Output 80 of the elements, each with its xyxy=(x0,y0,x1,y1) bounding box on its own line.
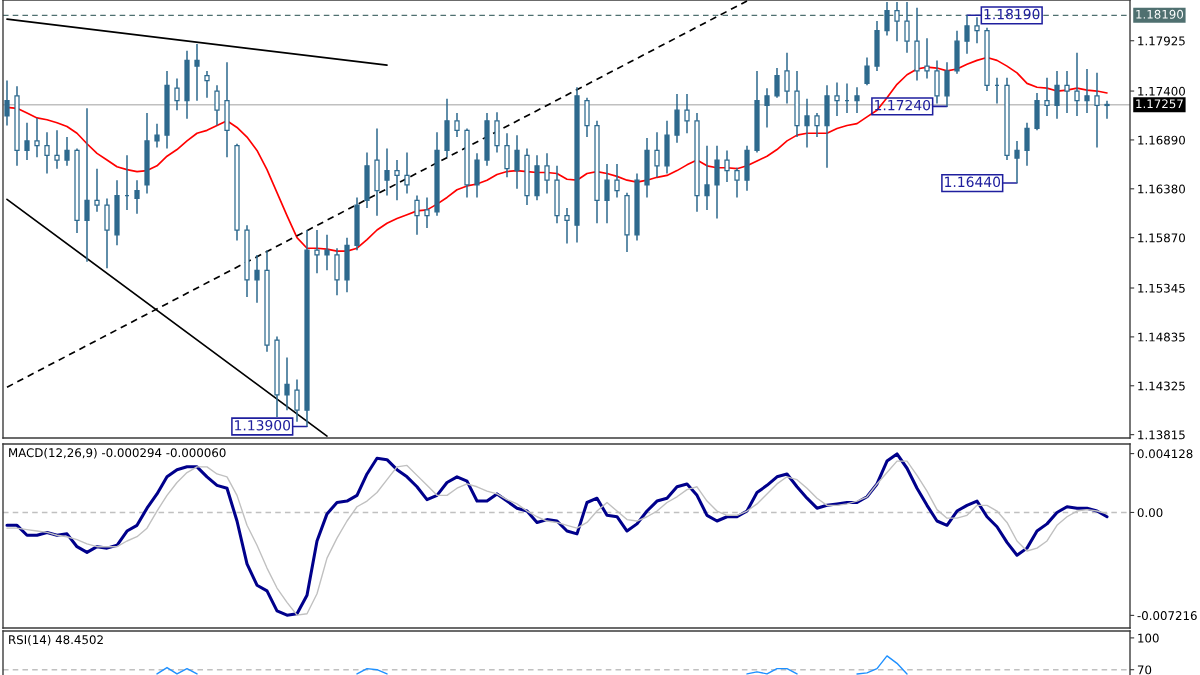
candlestick xyxy=(294,378,300,423)
candlestick xyxy=(774,67,780,99)
candlestick xyxy=(454,112,460,138)
candlestick xyxy=(1014,140,1020,184)
candlestick xyxy=(704,144,710,211)
candlestick xyxy=(924,37,930,80)
candlestick xyxy=(1064,70,1070,114)
candlestick xyxy=(414,194,420,236)
y-tick-label: 1.13815 xyxy=(1138,430,1185,440)
candlestick xyxy=(834,81,840,117)
candlestick xyxy=(724,149,730,183)
candlestick xyxy=(134,179,140,215)
candlestick xyxy=(84,107,90,263)
y-tick-label: 1.14325 xyxy=(1138,381,1185,391)
candlestick xyxy=(514,134,520,190)
candlestick xyxy=(404,151,410,195)
candlestick xyxy=(204,70,210,99)
candlestick xyxy=(394,159,400,202)
candlestick xyxy=(64,136,70,167)
y-tick-label: 1.17400 xyxy=(1138,86,1185,96)
y-tick-label: 0.004128 xyxy=(1137,449,1193,459)
chart-title: MACD(12,26,9) -0.000294 -0.000060 xyxy=(9,448,226,459)
candlestick xyxy=(764,87,770,129)
ref-line-label: 1.17257 xyxy=(1136,99,1183,109)
candlestick xyxy=(214,84,220,127)
candlestick xyxy=(174,77,180,111)
candlestick xyxy=(904,1,910,54)
annotation: 1.18190 xyxy=(984,8,1040,20)
candlestick xyxy=(254,254,260,304)
candlestick xyxy=(424,196,430,229)
candlestick xyxy=(604,163,610,225)
candlestick xyxy=(24,121,30,161)
candlestick xyxy=(284,356,290,411)
candlestick xyxy=(864,56,870,87)
candlestick xyxy=(94,167,100,213)
candlestick xyxy=(1054,70,1060,120)
candlestick xyxy=(314,229,320,274)
candlestick xyxy=(784,51,790,105)
candlestick xyxy=(684,93,690,134)
candlestick xyxy=(1074,51,1080,117)
candlestick xyxy=(654,131,660,179)
candlestick xyxy=(544,152,550,195)
candlestick xyxy=(54,129,60,170)
candlestick xyxy=(894,1,900,42)
candlestick xyxy=(1024,121,1030,167)
y-tick-label: 100 xyxy=(1138,633,1159,643)
candlestick xyxy=(1094,72,1100,149)
candlestick xyxy=(384,147,390,197)
candlestick xyxy=(804,97,810,149)
y-tick-label: 1.14835 xyxy=(1138,332,1185,342)
candlestick xyxy=(974,16,980,44)
candlestick xyxy=(614,163,620,199)
candlestick xyxy=(1084,68,1090,114)
candlestick xyxy=(964,14,970,55)
candlestick xyxy=(1104,99,1110,120)
candlestick xyxy=(194,43,200,102)
candlestick xyxy=(734,166,740,199)
y-tick-label: 1.16890 xyxy=(1138,135,1185,145)
candlestick xyxy=(854,86,860,114)
y-tick-label: 1.15870 xyxy=(1138,233,1185,243)
y-tick-label: 0.00 xyxy=(1137,508,1163,518)
y-tick-label: 70 xyxy=(1137,665,1152,675)
candlestick xyxy=(4,79,10,127)
y-tick-label: 1.15345 xyxy=(1138,283,1185,293)
chart-title: RSI(14) 48.4502 xyxy=(9,635,103,646)
candlestick xyxy=(324,234,330,272)
candlestick xyxy=(44,131,50,175)
candlestick xyxy=(154,122,160,149)
annotation: 1.13900 xyxy=(235,420,291,431)
candlestick xyxy=(884,1,890,37)
candlestick xyxy=(34,117,40,158)
ref-line-label: 1.18190 xyxy=(1136,9,1184,19)
candlestick xyxy=(504,132,510,179)
candlestick xyxy=(564,207,570,245)
annotation: 1.16440 xyxy=(945,176,1001,188)
y-tick-label: 1.16380 xyxy=(1138,184,1185,194)
candlestick xyxy=(814,112,820,138)
y-tick-label: -0.007216 xyxy=(1137,611,1197,621)
y-tick-label: 1.17925 xyxy=(1138,36,1185,46)
candlestick xyxy=(1044,76,1050,117)
